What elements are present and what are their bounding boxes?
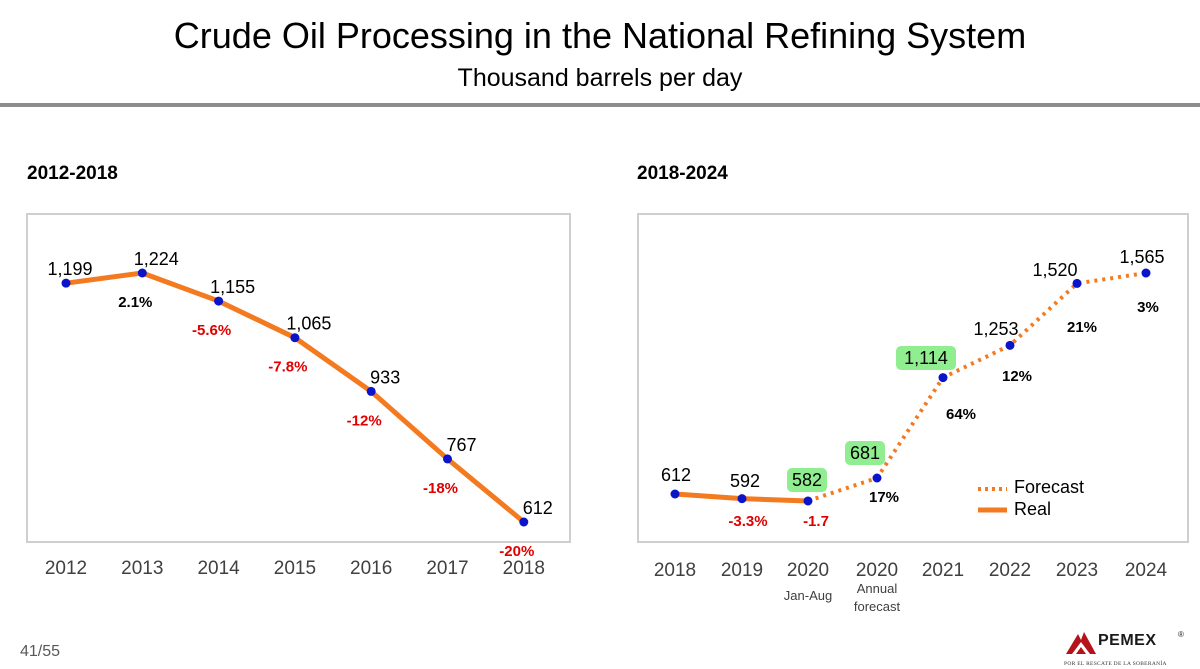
chart-2-change-label: 21% [1067, 319, 1097, 336]
chart-2-value-label: 582 [792, 470, 822, 490]
chart-1-x-tick-label: 2016 [350, 558, 392, 579]
logo-tagline: POR EL RESCATE DE LA SOBERANÍA [1064, 661, 1167, 667]
chart-1-x-tick-label: 2018 [503, 558, 545, 579]
chart-2-title: 2018-2024 [637, 163, 728, 184]
chart-2-x-sublabel: Jan-Aug [784, 588, 832, 603]
chart-1-x-tick-label: 2013 [121, 558, 163, 579]
chart-1-point [214, 296, 224, 306]
chart-2-highlight-box [787, 468, 827, 492]
logo-wordmark: PEMEX [1098, 632, 1157, 649]
chart-2-point [670, 489, 680, 499]
chart-2-x-sublabel: forecast [854, 599, 901, 614]
page-title: Crude Oil Processing in the National Ref… [173, 15, 1027, 56]
chart-2-change-label: 12% [1002, 368, 1032, 385]
chart-1-value-label: 1,224 [134, 249, 179, 269]
chart-2-x-tick-label: 2019 [721, 560, 763, 581]
chart-1-value-label: 1,065 [286, 314, 331, 334]
chart-2-legend-real-label: Real [1014, 499, 1051, 519]
chart-2-point [803, 496, 813, 506]
chart-1-point [443, 454, 452, 464]
chart-2-value-label: 1,114 [904, 348, 948, 368]
chart-2-forecast-line [807, 271, 1147, 503]
chart-1-point [290, 333, 300, 343]
chart-1-change-label: -5.6% [192, 322, 231, 339]
chart-2-highlight-box [896, 346, 956, 370]
chart-1-change-label: -18% [423, 480, 458, 497]
chart-1-change-label: -7.8% [268, 359, 307, 376]
chart-2-value-label: 1,253 [973, 319, 1018, 339]
chart-1-x-tick-label: 2014 [197, 558, 240, 579]
header-divider [0, 103, 1200, 107]
chart-2-change-label: -3.3% [728, 513, 767, 530]
pemex-logo: PEMEX ® POR EL RESCATE DE LA SOBERANÍA [1064, 628, 1194, 669]
chart-2-legend-forecast-label: Forecast [1014, 477, 1084, 497]
chart-1-point [61, 278, 71, 288]
chart-1-change-label: -20% [499, 543, 534, 560]
chart-2-value-label: 681 [850, 443, 880, 463]
chart-2-x-tick-label: 2024 [1125, 560, 1168, 581]
chart-2-value-label: 592 [730, 471, 760, 491]
chart-2-change-label: 17% [869, 489, 899, 506]
chart-2-change-label: 64% [946, 406, 976, 423]
chart-2-point [1072, 278, 1082, 288]
chart-1-x-tick-label: 2017 [426, 558, 468, 579]
chart-2-x-tick-label: 2020 [787, 560, 829, 581]
chart-2-x-tick-label: 2021 [922, 560, 964, 581]
chart-2-x-tick-label: 2023 [1056, 560, 1098, 581]
chart-2-value-label: 1,565 [1119, 247, 1164, 267]
chart-1-point [137, 268, 147, 278]
chart-2-point [1141, 268, 1151, 278]
chart-2-point [938, 373, 948, 383]
chart-2-x-sublabel: Annual [857, 581, 898, 596]
chart-2-point [872, 473, 882, 483]
chart-1-value-label: 933 [370, 367, 400, 387]
chart-2-plot-area [637, 213, 1189, 543]
chart-1-change-label: 2.1% [118, 294, 152, 311]
chart-2-change-label: -1.7 [803, 513, 829, 530]
pemex-eagle-icon [1066, 632, 1096, 654]
chart-1-change-label: -12% [347, 412, 382, 429]
chart-2-value-label: 1,520 [1032, 260, 1077, 280]
chart-2-highlight-box [845, 441, 885, 465]
chart-1-title: 2012-2018 [27, 163, 118, 184]
page-subtitle: Thousand barrels per day [457, 64, 743, 92]
chart-1-value-label: 1,155 [210, 277, 255, 297]
chart-1-x-tick-label: 2012 [45, 558, 87, 579]
chart-2-change-label: 3% [1137, 299, 1159, 316]
logo-registered-mark: ® [1178, 630, 1184, 639]
chart-1-x-tick-label: 2015 [274, 558, 316, 579]
chart-2-x-tick-label: 2020 [856, 560, 898, 581]
chart-1-point [519, 517, 529, 527]
chart-2-x-tick-label: 2018 [654, 560, 696, 581]
chart-2-point [737, 494, 747, 504]
page-number: 41/55 [20, 643, 61, 660]
chart-2-point [1005, 340, 1015, 350]
chart-1-value-label: 612 [523, 498, 553, 518]
chart-2-x-tick-label: 2022 [989, 560, 1031, 581]
chart-1-value-label: 1,199 [47, 259, 92, 279]
chart-1-point [366, 386, 376, 396]
chart-1-value-label: 767 [446, 435, 476, 455]
chart-2-value-label: 612 [661, 465, 691, 485]
